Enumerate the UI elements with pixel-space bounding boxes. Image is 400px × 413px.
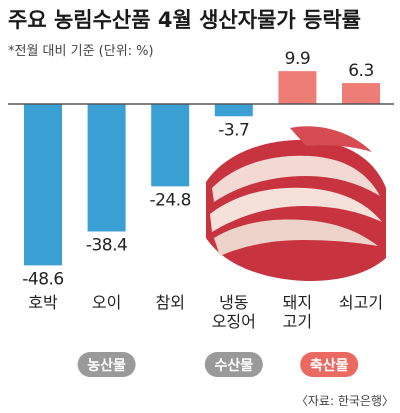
chart-title: 주요 농림수산품 4월 생산자물가 등락률 <box>8 8 361 32</box>
value-label: -38.4 <box>86 235 128 255</box>
bar <box>24 104 62 266</box>
value-label: 9.9 <box>285 49 311 69</box>
chart-subtitle: *전월 대비 기준 (단위: %) <box>8 44 154 59</box>
value-label: 6.3 <box>348 61 374 81</box>
group-label: 축산물 <box>310 357 349 374</box>
group-label: 농산물 <box>87 357 126 374</box>
pork-illustration <box>206 126 386 282</box>
bars-group <box>24 71 380 266</box>
category-label: 쇠고기 <box>339 293 383 312</box>
category-label: 돼지 <box>283 293 312 312</box>
bar <box>342 83 380 104</box>
category-label: 고기 <box>283 312 312 331</box>
value-label: -24.8 <box>149 190 191 210</box>
category-label: 오이 <box>92 293 121 312</box>
group-badge <box>204 352 263 377</box>
bar <box>151 104 190 187</box>
bar <box>214 104 253 117</box>
group-label: 수산물 <box>214 357 253 374</box>
group-badge <box>300 352 359 377</box>
value-label: -3.7 <box>218 120 249 140</box>
value-label: -48.6 <box>22 269 64 289</box>
value-labels-group: -48.6 -38.4 -24.8 -3.7 9.9 6.3 <box>22 49 374 289</box>
bar <box>87 104 126 232</box>
source-note: 〈자료: 한국은행〉 <box>296 393 394 408</box>
category-label: 냉동 <box>219 293 248 312</box>
category-label: 오징어 <box>212 312 256 331</box>
group-badge <box>77 352 136 377</box>
bar <box>278 71 317 104</box>
category-label: 참외 <box>155 293 184 312</box>
category-label: 호박 <box>28 293 58 312</box>
group-labels-group: 농산물 수산물 축산물 <box>77 352 359 377</box>
